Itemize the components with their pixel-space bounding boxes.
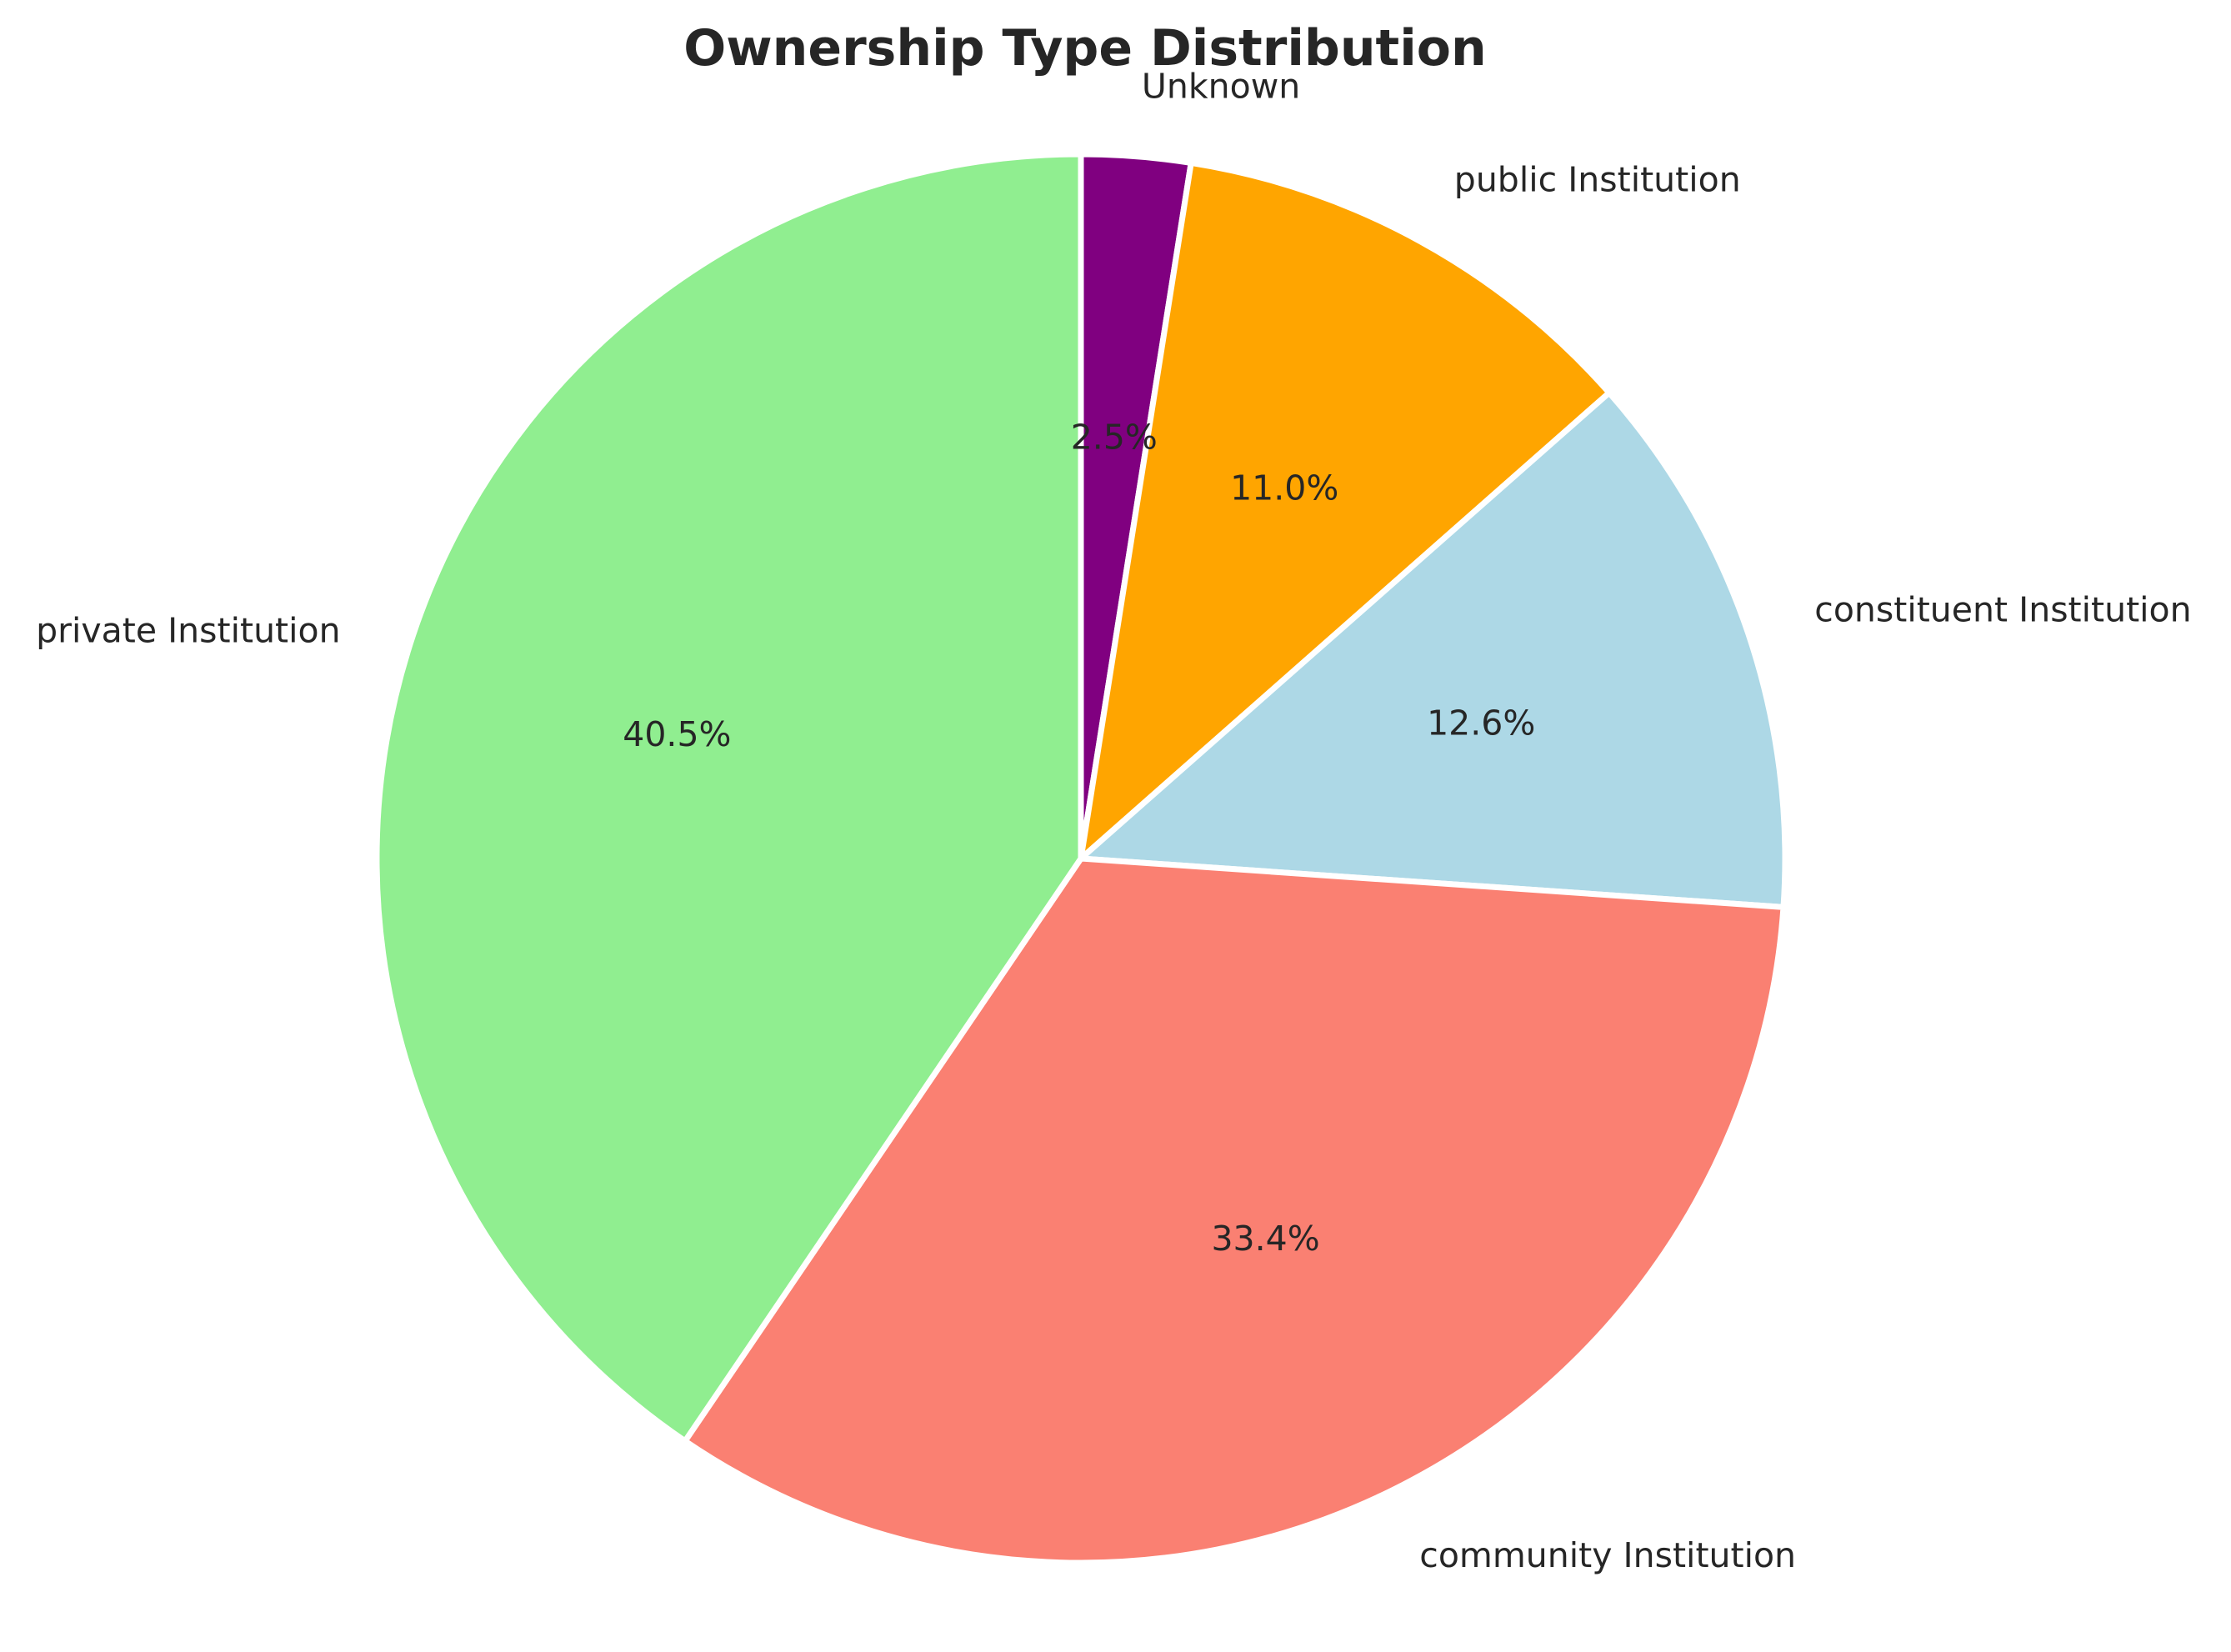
slice-public-institution xyxy=(1078,159,1613,862)
slice-percent-unknown: 2.5% xyxy=(1071,418,1158,458)
slice-label-constituent-institution: constituent Institution xyxy=(1814,590,2191,630)
slice-label-unknown: Unknown xyxy=(1142,66,1300,106)
pie-slices xyxy=(373,151,1788,1566)
slice-percent-constituent-institution: 12.6% xyxy=(1427,703,1535,743)
slice-constituent-institution xyxy=(1078,389,1788,910)
pie-labels: Unknown 2.5% public Institution 11.0% consti… xyxy=(36,66,2192,1575)
chart-title: Ownership Type Distribution xyxy=(683,19,1487,78)
slice-percent-public-institution: 11.0% xyxy=(1230,468,1338,508)
slice-percent-community-institution: 33.4% xyxy=(1211,1219,1319,1259)
slice-label-private-institution: private Institution xyxy=(36,611,341,651)
slice-percent-private-institution: 40.5% xyxy=(623,714,731,754)
slice-label-community-institution: community Institution xyxy=(1419,1535,1796,1575)
slice-community-institution xyxy=(682,855,1787,1566)
slice-private-institution xyxy=(373,151,1084,1444)
slice-label-public-institution: public Institution xyxy=(1454,160,1741,200)
